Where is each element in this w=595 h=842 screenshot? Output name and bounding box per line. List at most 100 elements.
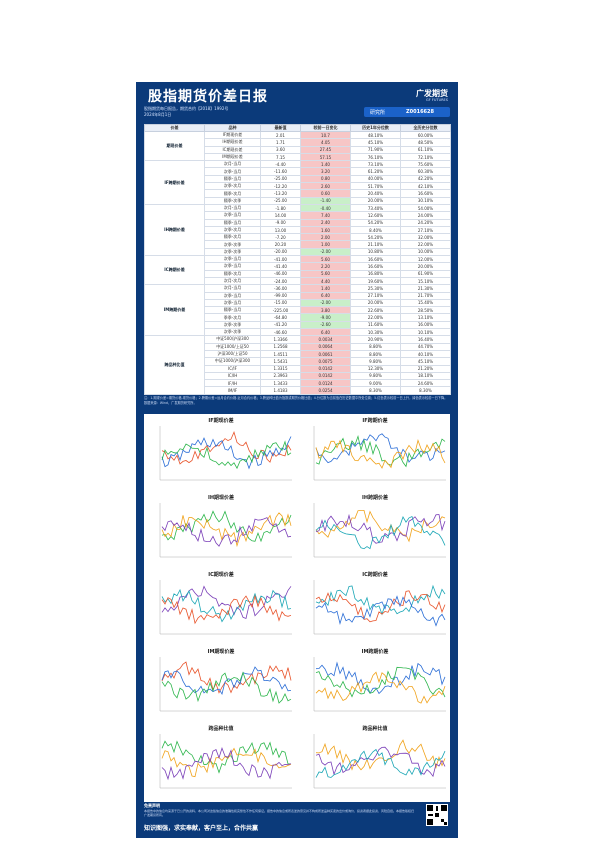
table-cell: 51.70% [350,182,401,191]
table-cell: 27.10% [400,225,451,235]
table-cell: 1.4183 [260,386,301,395]
table-cell: -1.80 [260,203,301,213]
table-cell: IC/IF [204,364,261,373]
table-cell: 12.00% [400,255,451,264]
table-cell: 15.10% [400,276,451,286]
column-header: 全历史分位数 [400,124,451,132]
table-cell: -64.80 [260,313,301,322]
table-cell: 32.00% [400,233,451,242]
table-cell: 8.30% [350,386,401,395]
chart-panel: IM期现价差 [146,647,296,725]
change-cell: -2.00 [300,247,351,257]
table-cell: 隔季-次季 [204,196,261,205]
table-cell: -7.20 [260,233,301,242]
table-cell: 42.20% [400,174,451,184]
table-cell: 16.60% [350,255,401,264]
table-cell: 次季-次季 [204,247,261,257]
chart-title: IC期现价差 [208,572,234,578]
table-cell: 10.80% [350,247,401,257]
table-cell: 1.2568 [260,342,301,351]
table-cell: 中证1000/上证50 [204,342,261,351]
table-cell: 54.20% [350,218,401,227]
change-cell: 5.60 [300,255,351,264]
table-cell: -46.60 [260,327,301,337]
series-line [161,671,292,704]
qr-code-icon [426,804,448,826]
table-cell: 22.00% [350,313,401,322]
chart-plot [159,734,292,789]
charts-panel: IF期现价差 IF跨期价差 IH期现价差 IH跨期价差 IC期现价差 IC跨期价差 IM期现… [144,414,450,802]
table-cell: 16.60% [400,189,451,198]
table-cell: IH期现价差 [204,138,261,147]
change-cell: -9.00 [300,313,351,322]
change-cell: 0.0142 [300,364,351,373]
table-cell: 隔季-次月 [204,233,261,242]
table-cell: 40.00% [350,174,401,184]
chart-title: IF跨期价差 [362,418,388,424]
disclaimer-text: 本报告中的信息均来源于已公开的资料，本公司对这些信息的准确性和完整性不作任何保证… [144,808,415,818]
table-cell: 19.60% [350,276,401,286]
table-cell: 45.10% [350,138,401,147]
column-header: 最新值 [260,124,301,132]
change-cell: 10.7 [300,130,351,140]
table-cell: 30.10% [400,196,451,205]
chart-panel: IC期现价差 [146,570,296,648]
series-line [161,431,292,465]
table-cell: -24.00 [260,276,301,286]
table-cell: -225.00 [260,306,301,315]
change-cell: 4.40 [300,276,351,286]
change-cell: 0.0064 [300,342,351,351]
change-cell: 57.15 [300,152,351,162]
table-row: 跨品种比值 中证500/沪深300 1.3366 0.0034 20.90% 16.40% [144,335,451,395]
table-cell: 次月-当月 [204,203,261,213]
table-cell: IF/IH [204,379,261,388]
change-cell: -2.60 [300,320,351,330]
chart-panel: IC跨期价差 [300,570,450,648]
company-logo: 广发期货 [416,89,448,98]
table-cell: 9.00% [350,379,401,388]
table-cell: 21.30% [400,284,451,293]
change-cell: 7.40 [300,211,351,220]
table-cell: 54.20% [350,233,401,242]
change-cell: 4.05 [300,138,351,147]
chart-title: IH期现价差 [207,495,235,501]
table-cell: -41.00 [260,255,301,264]
table-cell: 10.10% [400,327,451,337]
spread-table-container: 价差 品种 最新值 较前一日变化 历史1年分位数 全历史分位数 期现价差 IF期现价差 2.0… [144,124,451,395]
change-cell: 2.00 [300,233,351,242]
chart-plot [159,426,292,481]
table-cell: 73.40% [350,203,401,213]
change-cell: 0.80 [300,174,351,184]
table-cell: 12.60% [350,211,401,220]
table-cell: -13.20 [260,189,301,198]
table-cell: 次季-当月 [204,291,261,300]
chart-panel: IM跨期价差 [300,647,450,725]
table-cell: 20.20 [260,240,301,249]
table-cell: 8.30% [400,386,451,395]
change-cell: 2.60 [300,182,351,191]
table-cell: -4.40 [260,160,301,169]
series-line [161,512,292,548]
table-cell: -25.00 [260,174,301,184]
table-note: 注：1.期现价差=期货价格-现货价格；2.跨期价差=远月合约价格-近月合约价格；… [144,396,448,405]
table-cell: 次季-当月 [204,262,261,271]
column-header: 品种 [204,124,261,132]
series-line [161,440,292,470]
table-row: 隔季-当月 -225.00 3.80 22.60% 28.50% [145,306,451,315]
change-cell: 0.0075 [300,357,351,366]
table-cell: 8.40% [350,225,401,235]
table-cell: -25.00 [260,196,301,205]
table-cell: 8.80% [350,349,401,359]
table-cell: 9.80% [350,357,401,366]
company-slogan: 知识图强，求实奉献，客户至上，合作共赢 [144,825,259,832]
table-cell: 44.70% [400,342,451,351]
table-row: IC跨期价差 次季-当月 -41.00 5.60 16.60% 12.00% [144,255,451,286]
change-cell: 1.00 [300,240,351,249]
table-cell: -15.00 [260,298,301,308]
table-row: 隔季-次季 -25.00 -1.40 20.00% 30.10% [145,196,451,205]
table-cell: 40.10% [400,349,451,359]
chart-plot [313,426,446,481]
table-cell: 20.00% [350,298,401,308]
change-cell: -0.40 [300,203,351,213]
chart-panel: IF期现价差 [146,416,296,494]
